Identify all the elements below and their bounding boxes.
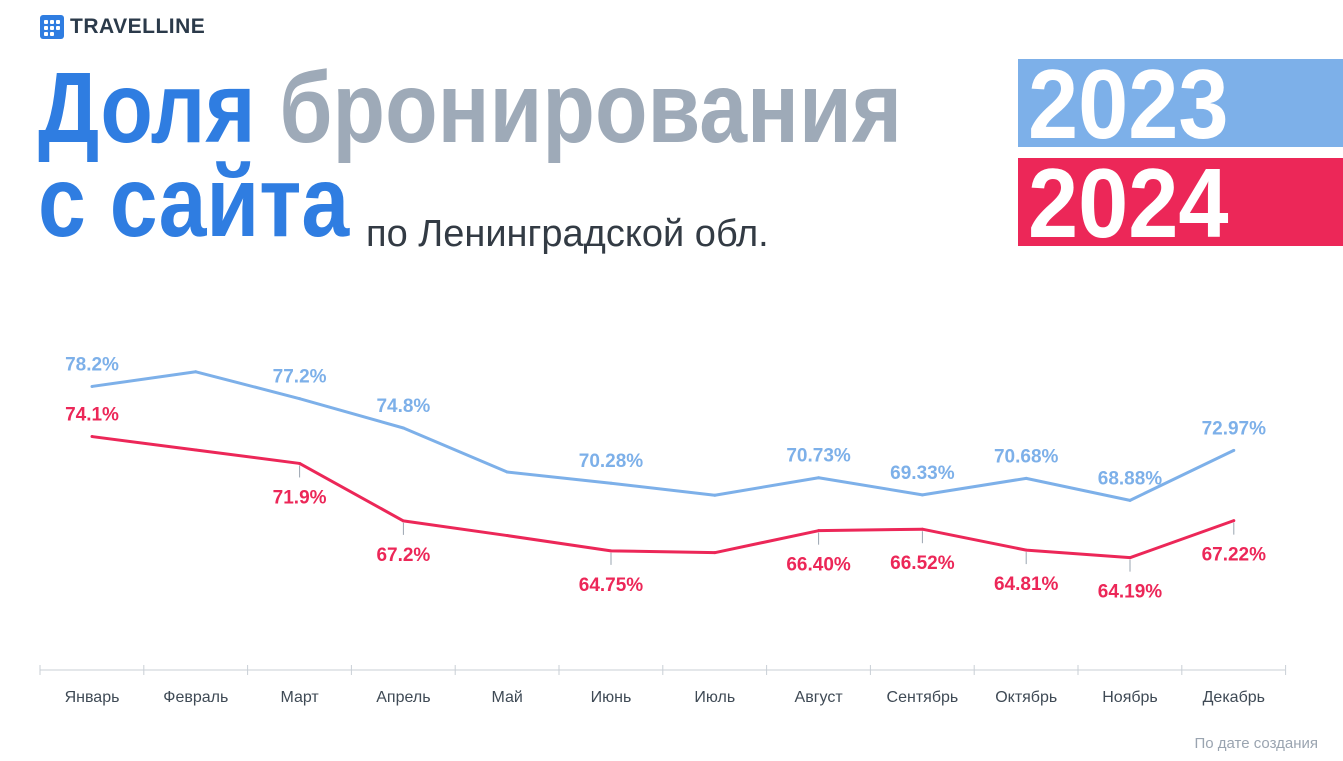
data-point-2023 (298, 397, 302, 401)
data-point-2023 (1024, 476, 1028, 480)
data-point-2023 (1232, 448, 1236, 452)
data-label-2023: 72.97% (1202, 418, 1267, 439)
data-label-2023: 77.2% (273, 367, 327, 388)
data-point-2023 (401, 426, 405, 430)
legend-2023: 2023 (1018, 55, 1343, 153)
x-tick-label: Ноябрь (1102, 689, 1158, 706)
x-tick-label: Март (280, 689, 319, 706)
x-tick-label: Январь (65, 689, 120, 706)
data-label-2024: 67.22% (1202, 545, 1267, 566)
page-subtitle: по Ленинградской обл. (366, 213, 769, 255)
x-tick-label: Июнь (591, 689, 632, 706)
data-point-2024 (713, 551, 717, 555)
data-point-2024 (1128, 556, 1132, 560)
title-word-from-site: с сайта (38, 146, 350, 258)
title-word-share: Доля (38, 52, 256, 164)
data-label-2024: 66.52% (890, 553, 955, 574)
x-tick-label: Август (795, 689, 844, 706)
data-label-2023: 69.33% (890, 463, 955, 484)
data-label-2024: 64.19% (1098, 582, 1163, 603)
data-point-2024 (90, 435, 94, 439)
data-label-2024: 67.2% (376, 545, 430, 566)
page-title-line-1: Доля бронирования (38, 58, 902, 158)
brand-logo: TRAVELLINE (40, 15, 205, 39)
data-point-2024 (298, 461, 302, 465)
x-tick-label: Май (492, 689, 523, 706)
data-point-2024 (920, 527, 924, 531)
data-point-2023 (90, 384, 94, 388)
data-point-2024 (1232, 519, 1236, 523)
data-label-2024: 66.40% (786, 555, 851, 576)
grid-dots-icon (40, 15, 64, 39)
data-point-2024 (505, 534, 509, 538)
x-tick-label: Июль (694, 689, 735, 706)
x-tick-label: Декабрь (1203, 689, 1265, 706)
data-label-2024: 64.81% (994, 574, 1059, 595)
data-label-2023: 70.68% (994, 446, 1059, 467)
data-point-2024 (817, 529, 821, 533)
legend-2024-label: 2024 (1028, 148, 1229, 258)
title-word-booking: бронирования (279, 52, 903, 164)
data-point-2023 (1128, 498, 1132, 502)
data-point-2023 (817, 476, 821, 480)
x-tick-label: Февраль (163, 689, 228, 706)
page-title-line-2: с сайта (38, 152, 349, 252)
legend-2023-label: 2023 (1028, 49, 1229, 159)
data-point-2023 (920, 493, 924, 497)
data-label-2024: 71.9% (273, 487, 327, 508)
data-point-2023 (609, 481, 613, 485)
brand-name: TRAVELLINE (70, 15, 206, 38)
footnote: По дате создания (1194, 735, 1318, 752)
data-point-2024 (609, 549, 613, 553)
data-label-2023: 70.73% (786, 446, 851, 467)
data-point-2024 (401, 519, 405, 523)
data-label-2023: 68.88% (1098, 468, 1163, 489)
data-label-2023: 70.28% (579, 451, 644, 472)
data-label-2023: 74.8% (376, 396, 430, 417)
data-label-2024: 64.75% (579, 575, 644, 596)
data-point-2024 (194, 448, 198, 452)
legend-2024: 2024 (1018, 154, 1343, 252)
line-chart: Январь Февраль Март Апрель Май Июнь Июль Август… (39, 354, 1287, 706)
series-line-2024 (91, 435, 1235, 560)
x-tick-label: Октябрь (995, 689, 1057, 706)
data-label-2023: 78.2% (65, 354, 119, 375)
x-tick-label: Апрель (376, 689, 430, 706)
x-tick-label: Сентябрь (887, 689, 959, 706)
data-point-2023 (194, 370, 198, 374)
data-point-2023 (713, 493, 717, 497)
data-point-2024 (1024, 548, 1028, 552)
data-point-2023 (505, 470, 509, 474)
series-line-2023 (91, 370, 1235, 502)
data-label-2024: 74.1% (65, 405, 119, 426)
